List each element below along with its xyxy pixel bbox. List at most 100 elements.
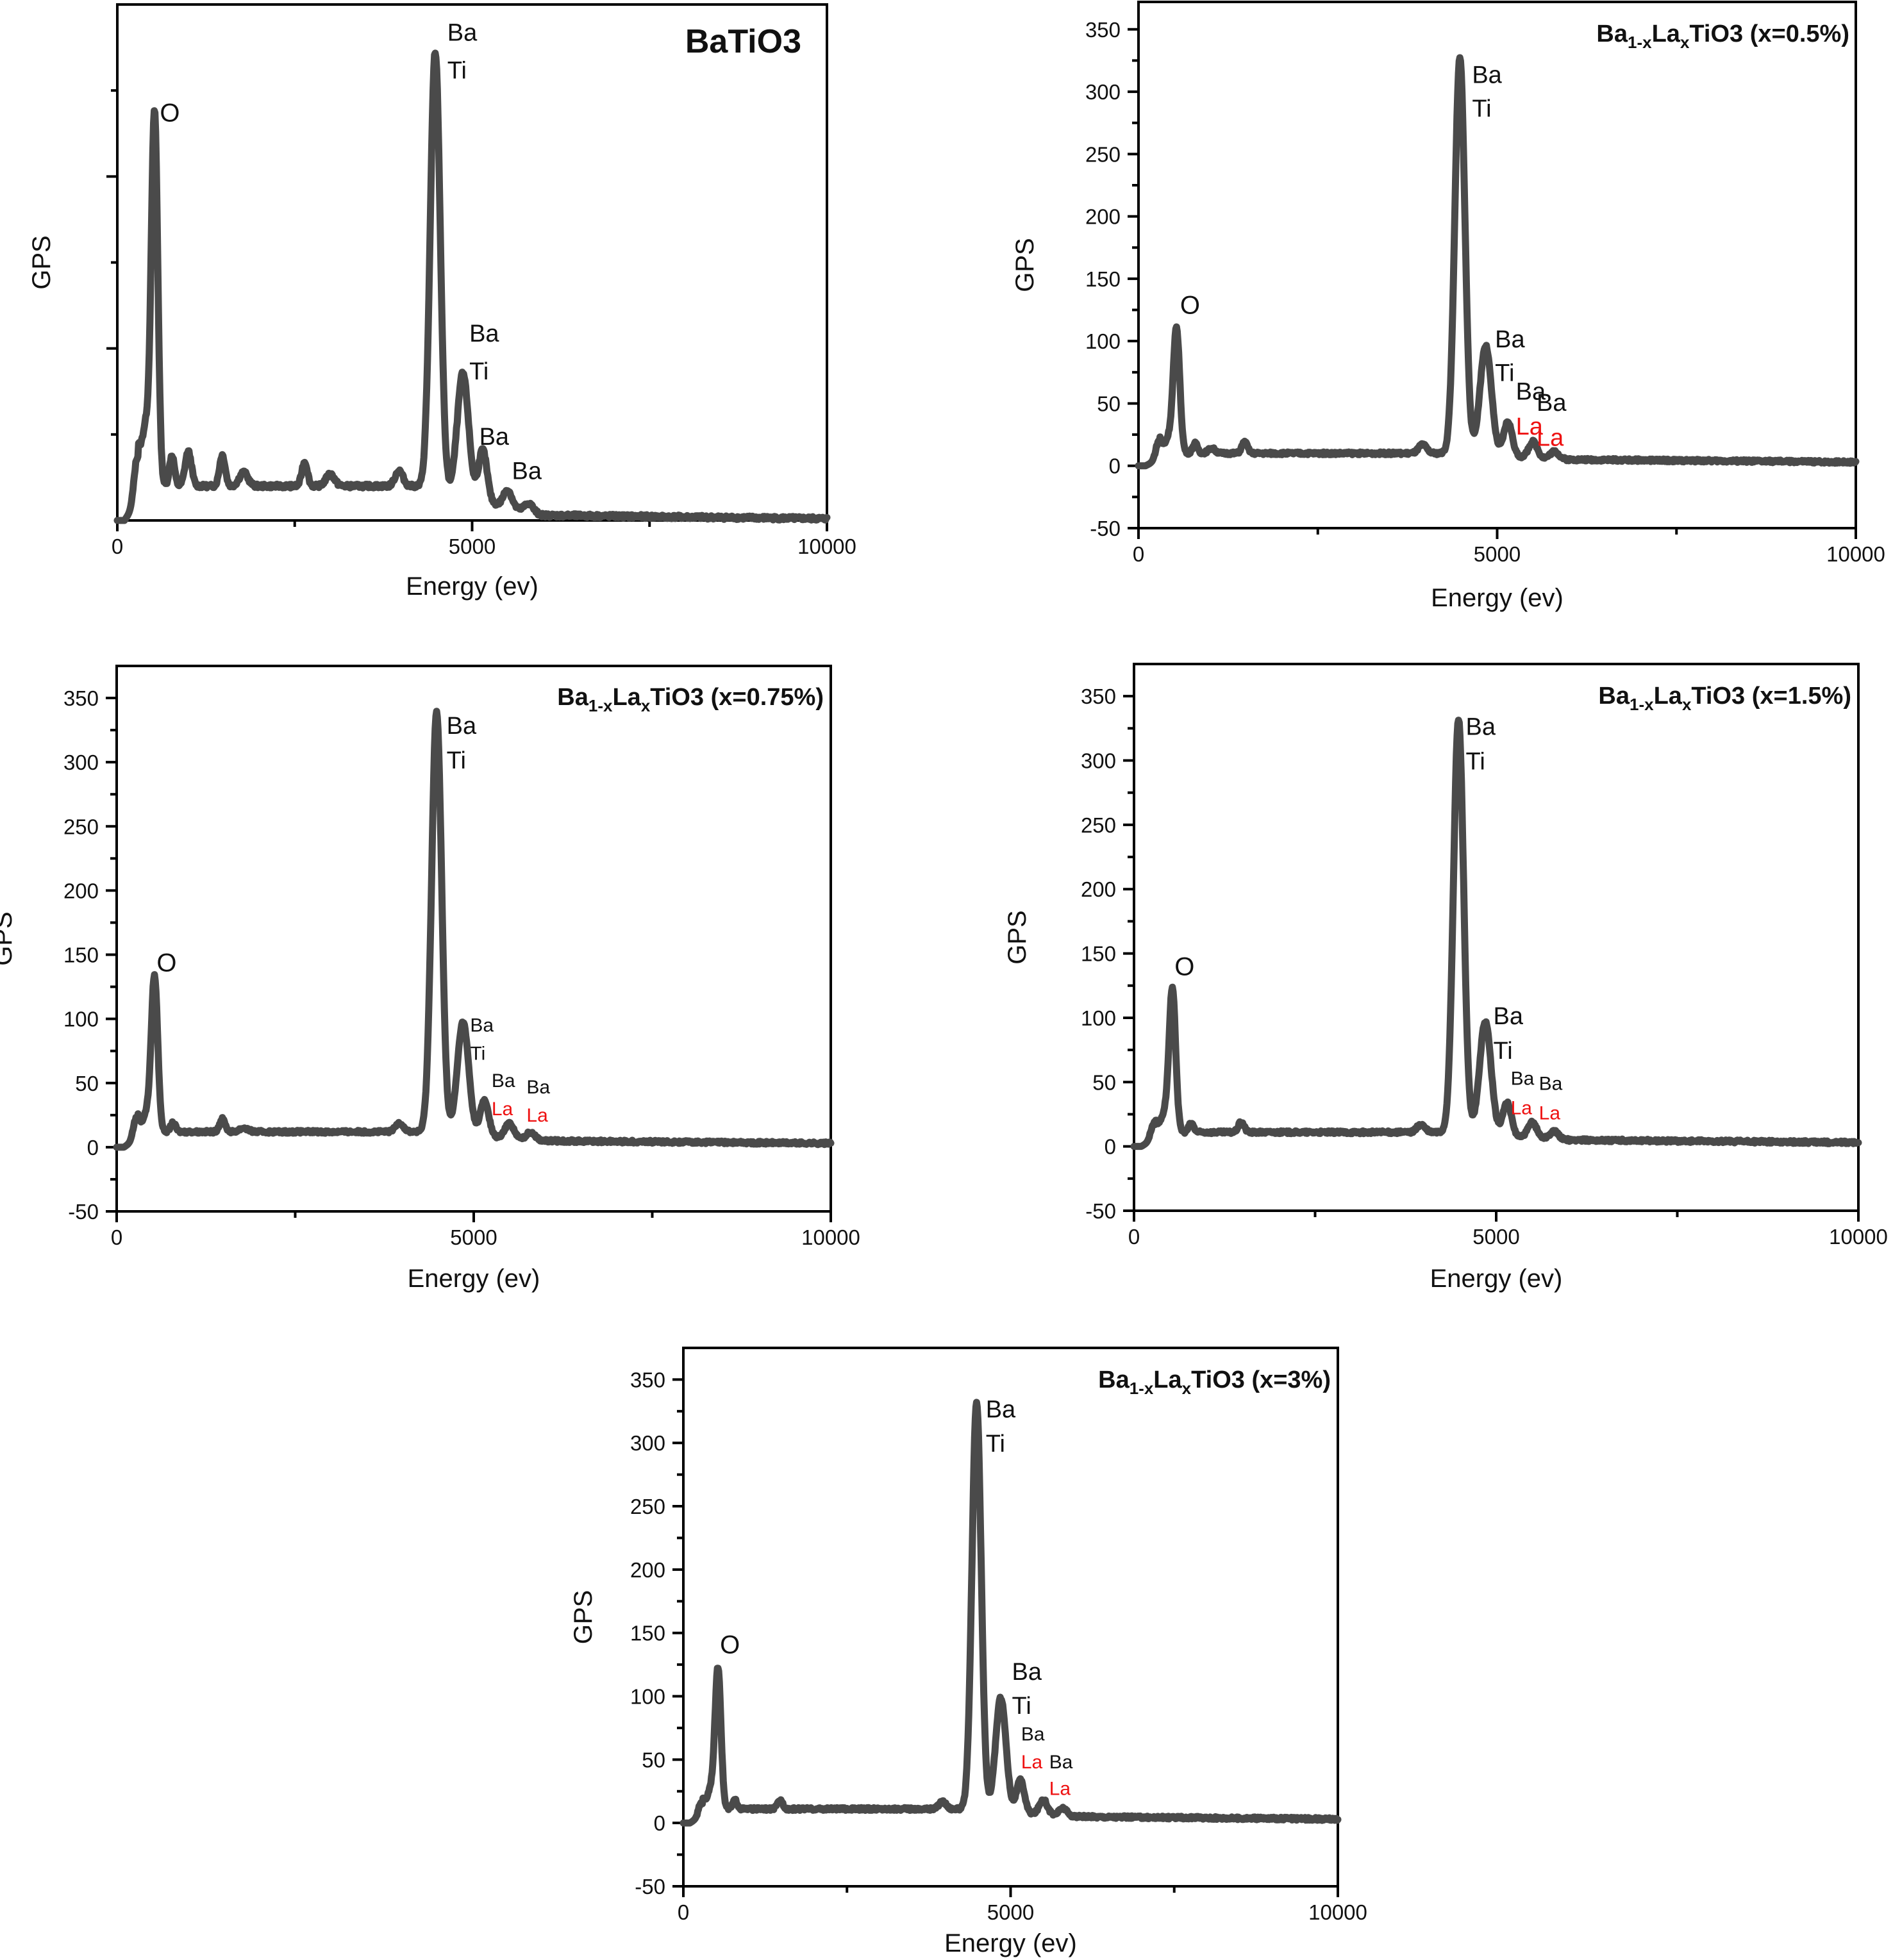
y-tick-label: -50 [68, 1200, 99, 1224]
y-axis-title: GPS [0, 911, 17, 965]
title-subscript: 1-x [1130, 1379, 1154, 1398]
x-tick-label: 10000 [1308, 1900, 1367, 1924]
x-axis-title: Energy (ev) [406, 572, 538, 601]
title-part: La [1654, 683, 1683, 710]
y-tick-label: 0 [1109, 454, 1121, 478]
y-tick-label: 250 [630, 1495, 665, 1518]
peak-label-ba: Ba [1539, 1073, 1563, 1094]
chart-x3: 0 5000 10000 -50 0 50 100 150 200 250 300 350 Energy… [569, 1347, 1367, 1957]
peak-label-la: La [492, 1099, 513, 1120]
title-part: TiO3 (x=3%) [1191, 1366, 1331, 1393]
x-axis-title: Energy (ev) [408, 1265, 540, 1293]
y-axis-title: GPS [1011, 238, 1039, 292]
y-tick-label: 300 [1081, 749, 1116, 773]
y-tick-label: -50 [1090, 517, 1121, 540]
peak-label-ti: Ti [1466, 749, 1485, 776]
title-subscript: 1-x [588, 696, 613, 715]
title-part: La [1153, 1366, 1182, 1393]
y-axis-title: GPS [1003, 910, 1031, 964]
chart-x075: 0 5000 10000 -50 0 50 100 150 200 250 300 350 Energy… [0, 665, 860, 1293]
y-tick-label: 0 [654, 1811, 665, 1835]
peak-label-ti: Ti [986, 1431, 1005, 1458]
x-tick-label: 0 [112, 535, 123, 558]
x-tick-label: 5000 [449, 535, 496, 558]
peak-label-la: La [1049, 1779, 1071, 1800]
peak-label-ba: Ba [1049, 1752, 1073, 1773]
peak-label-ba: Ba [986, 1397, 1016, 1424]
title-subscript: x [641, 696, 651, 715]
y-tick-label: 350 [630, 1368, 665, 1391]
y-tick-label: 250 [63, 815, 99, 838]
peak-label-ba: Ba [447, 713, 477, 740]
peak-label-ba: Ba [1021, 1724, 1045, 1745]
spectrum-line [1135, 54, 1860, 470]
peak-label-o: O [156, 949, 176, 977]
title-part: La [612, 684, 641, 711]
title-part: Ba [1598, 683, 1630, 710]
peak-label-o: O [720, 1631, 740, 1659]
y-tick-label: 50 [642, 1748, 665, 1772]
x-tick-label: 0 [111, 1225, 122, 1249]
chart-x05: 0 5000 10000 -50 0 50 100 150 200 250 300 350 Energy… [1011, 1, 1885, 612]
peak-label-ba: Ba [469, 320, 499, 347]
x-tick-label: 5000 [1474, 542, 1521, 566]
chart-title: Ba1-xLaxTiO3 (x=0.5%) [1596, 21, 1849, 52]
x-axis-title: Energy (ev) [1430, 1265, 1563, 1293]
peak-label-la: La [526, 1105, 548, 1126]
x-tick-label: 5000 [450, 1225, 497, 1249]
chart-x15: 0 5000 10000 -50 0 50 100 150 200 250 300 350 Energy… [1003, 663, 1888, 1293]
x-axis-title: Energy (ev) [1431, 584, 1564, 612]
y-axis-title: GPS [569, 1590, 597, 1644]
peak-label-o: O [1180, 291, 1200, 319]
peak-label-o: O [160, 99, 179, 127]
peak-label-ba: Ba [492, 1070, 515, 1092]
y-tick-label: 200 [630, 1558, 665, 1582]
y-tick-label: 250 [1081, 813, 1116, 837]
x-axis-title: Energy (ev) [944, 1929, 1077, 1957]
peak-label-ba: Ba [470, 1015, 494, 1036]
chart-title: Ba1-xLaxTiO3 (x=3%) [1098, 1366, 1331, 1398]
y-tick-label: 150 [1081, 942, 1116, 966]
y-tick-label: -50 [1085, 1199, 1116, 1223]
x-tick-label: 5000 [987, 1900, 1034, 1924]
peak-label-ti: Ti [447, 57, 467, 84]
y-tick-label: 150 [630, 1622, 665, 1645]
y-tick-label: 50 [1092, 1070, 1116, 1094]
y-tick-label: -50 [635, 1875, 665, 1898]
y-tick-label: 350 [1085, 18, 1121, 42]
chart-title: BaTiO3 [685, 23, 801, 60]
peak-label-ti: Ti [447, 747, 466, 774]
y-tick-label: 200 [1081, 877, 1116, 901]
peak-label-ba: Ba [480, 424, 510, 451]
peak-label-ba: Ba [1493, 1003, 1523, 1030]
x-tick-label: 10000 [801, 1225, 860, 1249]
peak-label-ba: Ba [447, 19, 478, 46]
title-subscript: x [1182, 1379, 1192, 1398]
title-subscript: 1-x [1628, 33, 1652, 52]
title-subscript: x [1680, 33, 1690, 52]
x-tick-label: 0 [1133, 542, 1144, 566]
title-subscript: x [1682, 695, 1692, 714]
peak-label-ba: Ba [1472, 62, 1502, 88]
spectrum-line [680, 1399, 1342, 1827]
x-tick-label: 5000 [1472, 1225, 1519, 1249]
spectrum-line [1130, 717, 1862, 1150]
peak-label-ti: Ti [1495, 360, 1514, 386]
x-tick-label: 0 [1128, 1225, 1140, 1249]
y-tick-label: 150 [1085, 267, 1121, 291]
y-tick-label: 100 [630, 1685, 665, 1709]
title-part: BaTiO3 [685, 23, 801, 60]
spectrum-line [113, 708, 835, 1151]
peak-label-ti: Ti [1493, 1038, 1512, 1065]
chart-title: Ba1-xLaxTiO3 (x=0.75%) [557, 684, 824, 715]
peak-label-ba: Ba [1495, 326, 1525, 353]
peak-label-ba: Ba [1466, 713, 1496, 740]
peak-label-ti: Ti [470, 1043, 485, 1065]
peak-label-ti: Ti [1472, 96, 1491, 122]
y-tick-label: 250 [1085, 142, 1121, 166]
x-tick-label: 10000 [1826, 542, 1885, 566]
x-tick-label: 10000 [797, 535, 856, 558]
x-tick-label: 10000 [1829, 1225, 1888, 1249]
peak-label-ti: Ti [469, 358, 488, 385]
chart-title: Ba1-xLaxTiO3 (x=1.5%) [1598, 683, 1851, 714]
